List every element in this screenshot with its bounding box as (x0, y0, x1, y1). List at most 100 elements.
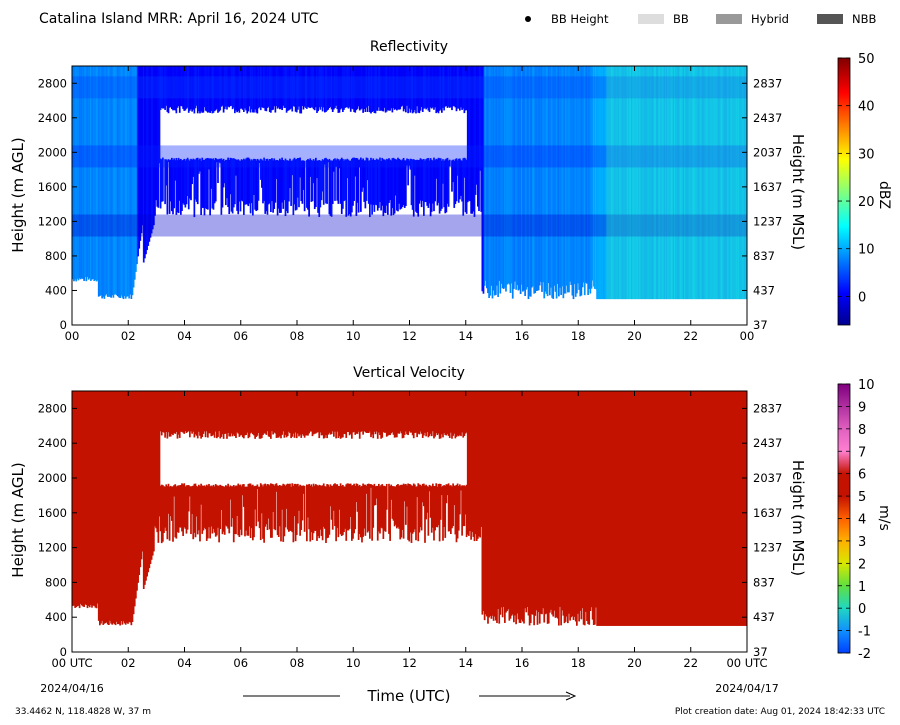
echo-column (351, 158, 353, 213)
echo-column (181, 483, 183, 532)
echo-column (387, 391, 389, 436)
echo-column (429, 158, 432, 217)
echo-column (335, 391, 337, 439)
echo-column (641, 66, 643, 300)
echo-column (343, 66, 345, 110)
echo-column (384, 486, 387, 532)
echo-column (398, 391, 400, 434)
legend-nbb: NBB (852, 12, 876, 26)
echo-column (169, 66, 172, 108)
echo-column (466, 66, 469, 203)
echo-column (679, 391, 682, 626)
echo-column (277, 391, 280, 438)
echo-column (487, 66, 489, 294)
echo-column (632, 66, 634, 300)
echo-column (427, 157, 430, 208)
echo-column (390, 66, 393, 109)
echo-column (87, 391, 90, 606)
echo-column (325, 157, 327, 204)
echo-column (172, 160, 174, 215)
echo-column (363, 484, 366, 529)
echo-column (270, 159, 272, 213)
echo-column (282, 66, 285, 106)
echo-column (167, 66, 170, 114)
echo-column (289, 66, 291, 110)
x-tick-label: 00 UTC (726, 656, 767, 670)
echo-column (455, 66, 458, 112)
echo-column (502, 391, 505, 607)
echo-column (74, 66, 76, 280)
echo-column (364, 66, 367, 112)
echo-column (231, 391, 234, 437)
echo-column (700, 66, 703, 300)
echo-column (326, 159, 328, 204)
echo-column (537, 66, 540, 291)
echo-column (357, 485, 360, 540)
echo-column (513, 66, 515, 289)
legend-nbb-swatch (817, 14, 843, 24)
echo-column (384, 160, 387, 214)
echo-column (396, 159, 398, 211)
echo-column (542, 66, 544, 283)
echo-column (303, 485, 306, 532)
echo-column (237, 66, 240, 111)
echo-column (203, 391, 206, 432)
echo-column (309, 66, 312, 109)
echo-column (421, 159, 424, 201)
echo-column (534, 391, 537, 616)
echo-column (445, 484, 448, 504)
echo-column (273, 485, 276, 530)
echo-column (290, 160, 292, 206)
echo-column (398, 66, 400, 110)
echo-column (445, 66, 448, 107)
echo-column (243, 391, 245, 439)
echo-column (436, 391, 439, 436)
echo-column (286, 66, 289, 111)
echo-column (154, 391, 156, 527)
echo-column (659, 66, 661, 300)
echo-column (227, 483, 229, 529)
echo-column (294, 66, 297, 112)
echo-column (176, 391, 179, 439)
echo-column (452, 483, 454, 527)
echo-column (210, 485, 213, 527)
echo-column (135, 66, 137, 272)
echo-column (442, 159, 444, 184)
echo-column (645, 391, 648, 626)
echo-column (447, 483, 450, 532)
echo-column (600, 391, 603, 626)
echo-column (577, 391, 579, 614)
echo-column (209, 391, 211, 434)
echo-column (426, 486, 429, 513)
echo-column (443, 391, 445, 434)
echo-column (463, 157, 466, 178)
echo-column (171, 157, 173, 212)
x-tick-label: 20 (627, 656, 642, 670)
echo-column (120, 66, 123, 296)
echo-column (437, 391, 440, 434)
echo-column (129, 391, 132, 623)
echo-column (249, 66, 252, 113)
echo-column (489, 66, 492, 296)
echo-column (564, 391, 567, 622)
echo-column (181, 160, 183, 211)
echo-column (452, 66, 454, 107)
echo-column (245, 391, 247, 435)
echo-column (738, 66, 740, 300)
echo-column (79, 391, 82, 604)
echo-column (733, 391, 736, 626)
echo-column (214, 391, 217, 432)
echo-column (255, 66, 258, 113)
echo-column (689, 66, 692, 300)
echo-column (690, 391, 693, 626)
echo-column (732, 66, 735, 300)
echo-column (108, 391, 110, 626)
echo-column (272, 66, 274, 110)
echo-column (176, 66, 179, 108)
echo-column (652, 391, 655, 626)
echo-column (349, 160, 352, 217)
echo-column (457, 66, 460, 109)
echo-column (514, 66, 516, 282)
echo-column (124, 391, 127, 625)
